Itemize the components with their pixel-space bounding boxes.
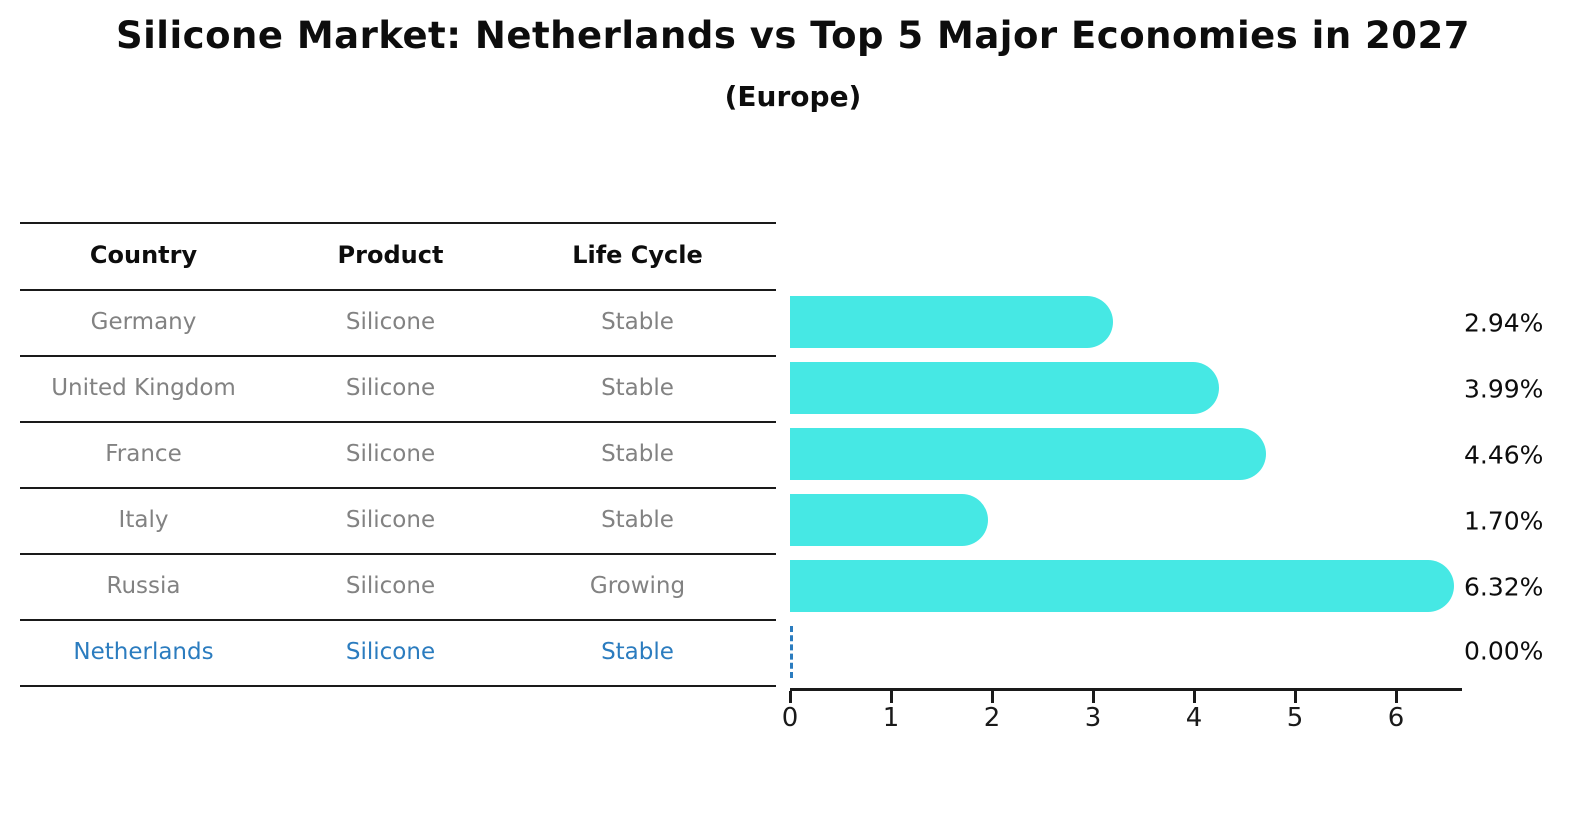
x-tick [1092, 691, 1095, 703]
x-tick-label: 0 [781, 703, 799, 733]
x-tick-label: 3 [1084, 703, 1102, 733]
bar-france [790, 428, 1267, 480]
bar-germany [790, 296, 1113, 348]
value-label-germany: 2.94% [1464, 308, 1544, 338]
x-tick [991, 691, 994, 703]
x-tick [890, 691, 893, 703]
cell-product: Silicone [345, 441, 436, 467]
bar-row-netherlands [790, 626, 793, 678]
cell-product: Silicone [345, 507, 436, 533]
column-header-country: Country [89, 241, 198, 269]
x-tick-label: 2 [983, 703, 1001, 733]
bar-row-united-kingdom [790, 362, 1219, 414]
cell-country: Netherlands [73, 639, 214, 665]
bar-row-germany [790, 296, 1113, 348]
table-row-germany: Germany Silicone Stable [20, 289, 776, 355]
x-tick [1294, 691, 1297, 703]
x-tick-label: 4 [1185, 703, 1203, 733]
table-row-russia: Russia Silicone Growing [20, 553, 776, 619]
bar-row-italy [790, 494, 988, 546]
table-row-rule [20, 619, 776, 621]
column-header-product: Product [337, 241, 444, 269]
x-tick [1193, 691, 1196, 703]
bar-row-france [790, 428, 1267, 480]
bar-russia [790, 560, 1455, 612]
bar-united-kingdom [790, 362, 1219, 414]
table-row-rule [20, 355, 776, 357]
table-bottom-rule [20, 685, 776, 687]
table-top-rule [20, 222, 776, 224]
cell-life-cycle: Stable [601, 441, 674, 467]
cell-life-cycle: Growing [589, 573, 686, 599]
table-row-france: France Silicone Stable [20, 421, 776, 487]
table-row-rule [20, 421, 776, 423]
chart-subtitle: (Europe) [724, 80, 862, 113]
cell-life-cycle: Stable [601, 375, 674, 401]
bar-netherlands-zero-marker [790, 626, 793, 678]
chart-title: Silicone Market: Netherlands vs Top 5 Ma… [115, 14, 1471, 57]
table-header-rule [20, 289, 776, 291]
cell-country: United Kingdom [51, 375, 236, 401]
table-row-rule [20, 553, 776, 555]
x-tick-label: 1 [882, 703, 900, 733]
table-row-rule [20, 487, 776, 489]
cell-life-cycle: Stable [601, 309, 674, 335]
bar-row-russia [790, 560, 1455, 612]
table-row-united-kingdom: United Kingdom Silicone Stable [20, 355, 776, 421]
cell-country: Italy [118, 507, 169, 533]
cell-product: Silicone [345, 573, 436, 599]
x-tick-label: 6 [1387, 703, 1405, 733]
value-label-france: 4.46% [1464, 440, 1544, 470]
value-label-russia: 6.32% [1464, 572, 1544, 602]
value-label-united-kingdom: 3.99% [1464, 374, 1544, 404]
x-tick [1395, 691, 1398, 703]
cell-country: Germany [90, 309, 197, 335]
bar-italy [790, 494, 988, 546]
x-tick [789, 691, 792, 703]
cell-life-cycle: Stable [601, 507, 674, 533]
table-header-row: Country Product Life Cycle [20, 222, 776, 288]
cell-country: Russia [106, 573, 181, 599]
cell-life-cycle: Stable [601, 639, 674, 665]
column-header-life-cycle: Life Cycle [572, 241, 703, 269]
value-label-netherlands: 0.00% [1464, 636, 1544, 666]
x-axis-line [790, 688, 1462, 691]
cell-country: France [105, 441, 182, 467]
table-row-netherlands: Netherlands Silicone Stable [20, 619, 776, 685]
value-label-italy: 1.70% [1464, 506, 1544, 536]
x-tick-label: 5 [1286, 703, 1304, 733]
cell-product: Silicone [345, 309, 436, 335]
cell-product: Silicone [345, 375, 436, 401]
table-row-italy: Italy Silicone Stable [20, 487, 776, 553]
cell-product: Silicone [345, 639, 436, 665]
